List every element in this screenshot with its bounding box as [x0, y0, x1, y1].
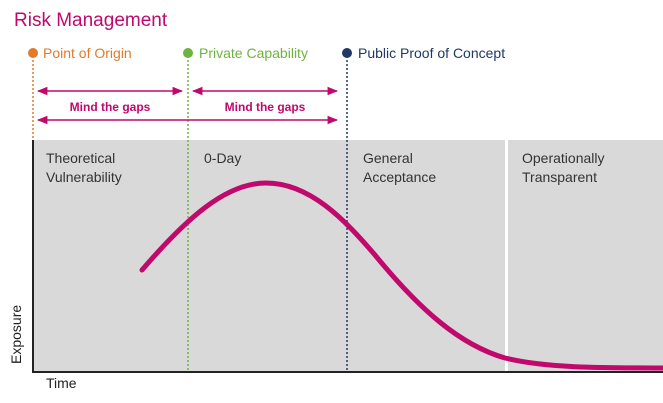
x-axis-label: Time — [46, 375, 77, 391]
phase-panel-operational — [508, 140, 663, 372]
milestone-public: Public Proof of Concept — [358, 45, 505, 61]
phase-label-theoretical-2: Vulnerability — [46, 169, 122, 185]
public-dot — [342, 48, 352, 58]
phase-label-operational-1: Operationally — [522, 150, 605, 166]
page-title: Risk Management — [14, 10, 168, 31]
phase-label-operational-2: Transparent — [522, 169, 597, 185]
origin-dot — [28, 48, 38, 58]
phase-panel-0day — [188, 140, 347, 372]
gap-label-2: Mind the gaps — [225, 100, 306, 114]
phase-label-theoretical-1: Theoretical — [46, 150, 115, 166]
phase-label-general-2: Acceptance — [363, 169, 436, 185]
phase-panel-theoretical — [33, 140, 188, 372]
phase-label-general-1: General — [363, 150, 413, 166]
exposure-curve — [139, 180, 663, 371]
private-dot — [183, 48, 193, 58]
milestone-origin: Point of Origin — [43, 45, 132, 61]
phase-label-0day: 0-Day — [204, 150, 241, 166]
gap-label-1: Mind the gaps — [70, 100, 151, 114]
y-axis-label: Exposure — [8, 305, 24, 364]
milestone-private: Private Capability — [199, 45, 308, 61]
